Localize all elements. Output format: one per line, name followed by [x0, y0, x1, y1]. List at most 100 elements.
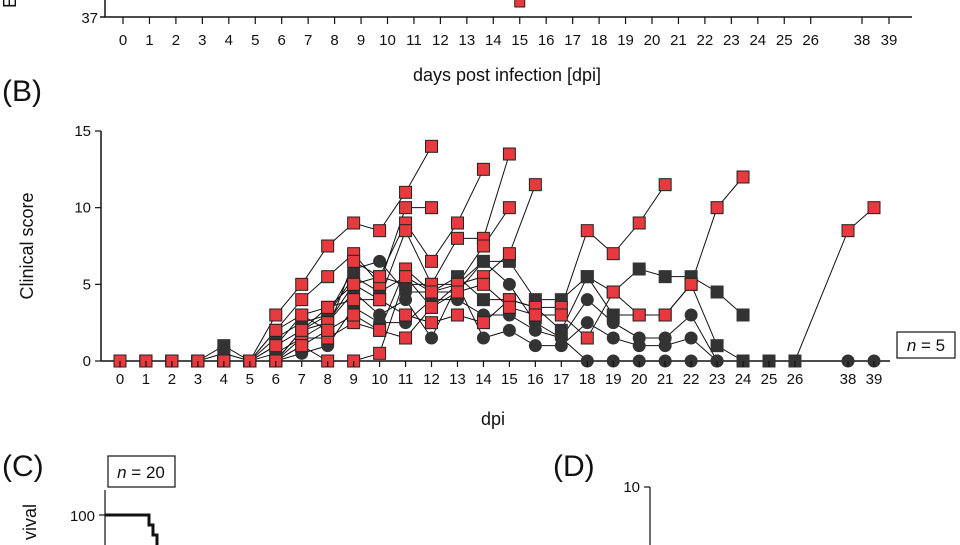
data-point-red-square	[295, 339, 309, 353]
panel-b-x-tick-label: 22	[683, 371, 700, 388]
panel-a-ylabel-fragment: E	[0, 0, 20, 8]
data-point-red-square	[399, 224, 413, 238]
data-point-red-square	[399, 308, 413, 322]
data-point-red-square	[476, 316, 490, 330]
data-point-red-square	[373, 293, 387, 307]
panel-b-x-tick-label: 38	[840, 371, 857, 388]
data-point-dark-square	[710, 285, 724, 299]
svg-text:n = 5: n = 5	[907, 336, 945, 355]
data-point-red-square	[632, 216, 646, 230]
data-point-dark-circle	[632, 339, 646, 353]
data-point-red-square	[710, 201, 724, 215]
panel-a-x-tick-label: 12	[432, 32, 449, 49]
series-line-8	[120, 207, 875, 362]
data-point-red-square	[425, 254, 439, 268]
data-point-dark-circle	[425, 331, 439, 345]
panel-b-x-tick-label: 19	[605, 371, 622, 388]
panel-a-x-tick-label: 18	[591, 32, 608, 49]
data-point-dark-circle	[580, 293, 594, 307]
panel-b-x-tick-label: 23	[709, 371, 726, 388]
panel-b-x-tick-label: 16	[527, 371, 544, 388]
panel-b-y-tick-label: 10	[74, 200, 91, 217]
panel-a-x-tick-label: 4	[225, 32, 233, 49]
data-point-red-square	[502, 201, 516, 215]
data-point-red-square	[528, 178, 542, 192]
data-point-red-square	[528, 308, 542, 322]
panel-a-x-tick-label: 20	[644, 32, 661, 49]
data-point-dark-square	[736, 308, 750, 322]
panel-a-x-tick-label: 0	[119, 32, 127, 49]
panel-a-x-tick-label: 7	[304, 32, 312, 49]
data-point-red-square	[450, 285, 464, 299]
data-point-red-square	[295, 293, 309, 307]
panel-a-x-tick-label: 15	[511, 32, 528, 49]
data-point-red-square	[321, 323, 335, 337]
data-point-red-square	[399, 270, 413, 284]
data-point-red-square	[450, 231, 464, 245]
panel-a-x-tick-label: 1	[145, 32, 153, 49]
panel-c: (C) n = 20 vival 100	[2, 450, 176, 545]
panel-a-x-tick-label: 3	[198, 32, 206, 49]
panel-a-x-tick-label: 6	[278, 32, 286, 49]
panel-a-x-tick-label: 39	[881, 32, 898, 49]
panel-a-x-tick-label: 9	[357, 32, 365, 49]
data-point-red-square	[295, 277, 309, 291]
panel-b-x-tick-label: 7	[298, 371, 306, 388]
data-point-dark-circle	[399, 293, 413, 307]
data-point-red-square	[399, 185, 413, 199]
panel-a-x-tick-label: 19	[617, 32, 634, 49]
data-point-red-square	[269, 308, 283, 322]
data-point-dark-circle	[373, 254, 387, 268]
panel-a-x-tick-label: 24	[749, 32, 766, 49]
data-point-red-square	[347, 254, 361, 268]
data-point-red-square	[295, 308, 309, 322]
panel-b-x-tick-label: 39	[866, 371, 883, 388]
data-point-red-square	[425, 300, 439, 314]
panel-a-x-tick-label: 5	[251, 32, 259, 49]
data-point-red-square	[347, 216, 361, 230]
n-symbol: n	[117, 463, 126, 482]
data-point-dark-square	[580, 270, 594, 284]
n-value: = 5	[916, 336, 945, 355]
panel-c-ylabel-fragment: vival	[20, 504, 40, 540]
data-point-dark-circle	[606, 331, 620, 345]
data-point-dark-circle	[528, 323, 542, 337]
data-point-red-square	[347, 293, 361, 307]
panel-b-x-tick-label: 12	[423, 371, 440, 388]
panel-a-x-tick-label: 2	[172, 32, 180, 49]
data-point-red-square	[373, 224, 387, 238]
panel-a-point-red-square	[514, 0, 526, 8]
data-point-dark-circle	[580, 316, 594, 330]
panel-d-label: (D)	[553, 450, 595, 483]
panel-b-x-tick-label: 8	[324, 371, 332, 388]
data-point-dark-circle	[502, 323, 516, 337]
panel-a-x-tick-label: 10	[379, 32, 396, 49]
panel-c-n-annotation: n = 20	[107, 455, 176, 488]
panel-b: (B) Clinical score 0 1 2 3 4 5 6 7 8 9 10 11 12 13 14 1…	[2, 75, 956, 429]
data-point-red-square	[502, 147, 516, 161]
panel-b-x-tick-label: 21	[657, 371, 674, 388]
data-point-red-square	[399, 331, 413, 345]
data-point-red-square	[347, 308, 361, 322]
data-point-red-square	[580, 224, 594, 238]
data-point-dark-square	[658, 270, 672, 284]
data-point-red-square	[321, 300, 335, 314]
data-point-red-square	[269, 323, 283, 337]
panel-d-y-tick-10: 10	[623, 479, 640, 496]
data-point-red-square	[476, 277, 490, 291]
panel-a-x-tick-label: 17	[564, 32, 581, 49]
n-symbol: n	[907, 336, 916, 355]
panel-b-x-tick-label: 26	[787, 371, 804, 388]
panel-b-x-tick-label: 1	[142, 371, 150, 388]
data-point-dark-square	[217, 339, 231, 353]
panel-b-x-tick-label: 4	[220, 371, 228, 388]
panel-b-x-tick-label: 18	[579, 371, 596, 388]
panel-b-x-tick-label: 14	[475, 371, 492, 388]
data-point-red-square	[373, 270, 387, 284]
data-point-red-square	[425, 139, 439, 153]
data-point-red-square	[347, 277, 361, 291]
data-point-dark-circle	[684, 331, 698, 345]
data-point-red-square	[658, 178, 672, 192]
data-point-dark-circle	[658, 339, 672, 353]
